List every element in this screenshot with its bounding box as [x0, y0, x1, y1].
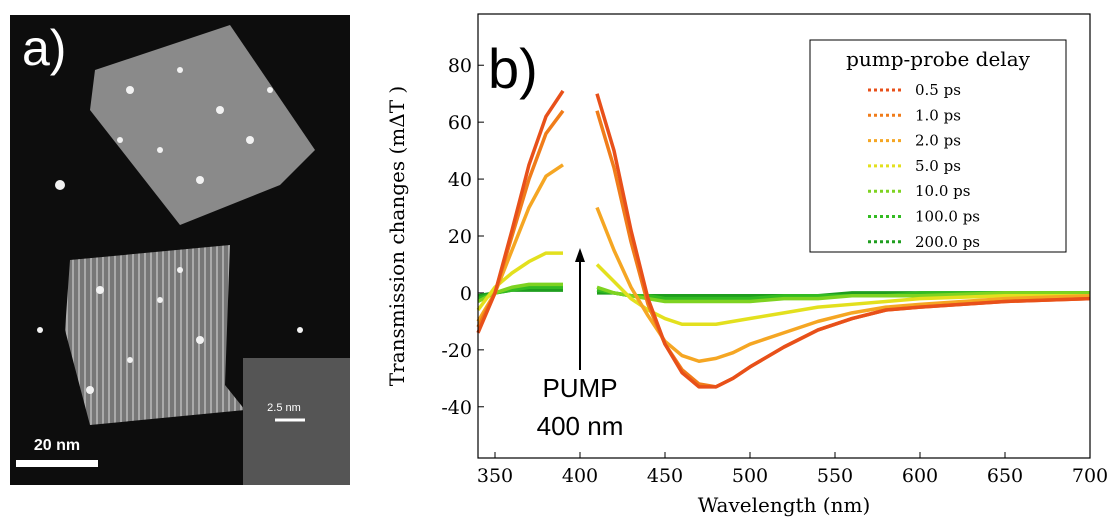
x-tick-label: 500 — [732, 465, 768, 487]
scale-bar — [16, 460, 98, 467]
particle — [65, 245, 245, 425]
x-tick-label: 550 — [817, 465, 853, 487]
y-tick-label: -20 — [441, 340, 472, 362]
plot-frame — [477, 13, 1091, 459]
annotation: PUMP — [542, 373, 617, 403]
y-axis-label: Transmission changes (mΔT ) — [385, 86, 409, 386]
x-axis-label: Wavelength (nm) — [698, 493, 871, 517]
panel-label: b) — [488, 37, 538, 100]
scale-bar-label: 20 nm — [34, 437, 80, 454]
x-tick-label: 700 — [1072, 465, 1108, 487]
x-tick-label: 450 — [647, 465, 683, 487]
nanodots — [37, 67, 303, 394]
x-tick-label: 400 — [562, 465, 598, 487]
y-tick-label: 0 — [460, 283, 472, 305]
pump-arrowhead — [575, 248, 585, 262]
legend-label: 2.0 ps — [915, 132, 961, 150]
y-tick-label: -40 — [441, 397, 472, 419]
series-line — [476, 251, 1090, 326]
legend-label: 100.0 ps — [915, 208, 980, 226]
legend-title: pump-probe delay — [846, 47, 1031, 71]
y-tick-label: 80 — [448, 55, 472, 77]
legend-label: 0.5 ps — [915, 81, 961, 99]
legend-label: 5.0 ps — [915, 157, 961, 175]
y-tick-label: 20 — [448, 226, 472, 248]
legend-label: 200.0 ps — [915, 233, 980, 251]
legend-box — [809, 39, 1067, 253]
particle — [90, 25, 315, 225]
microscopy-panel: 2.5 nm 20 nm a) — [10, 15, 350, 485]
inset-scale-label: 2.5 nm — [267, 402, 301, 414]
x-tick-label: 650 — [987, 465, 1023, 487]
y-tick-label: 60 — [448, 112, 472, 134]
annotation: 400 nm — [537, 411, 624, 441]
legend-label: 1.0 ps — [915, 106, 961, 124]
x-tick-label: 600 — [902, 465, 938, 487]
panel-label: a) — [22, 20, 66, 76]
legend-label: 10.0 ps — [915, 182, 970, 200]
y-tick-label: 40 — [448, 169, 472, 191]
plot: 350 400 450 500 550 600 650 700 -40 -20 0 20 40 60 80 W… — [385, 13, 1108, 517]
x-tick-label: 350 — [477, 465, 513, 487]
series-line — [476, 89, 1091, 389]
